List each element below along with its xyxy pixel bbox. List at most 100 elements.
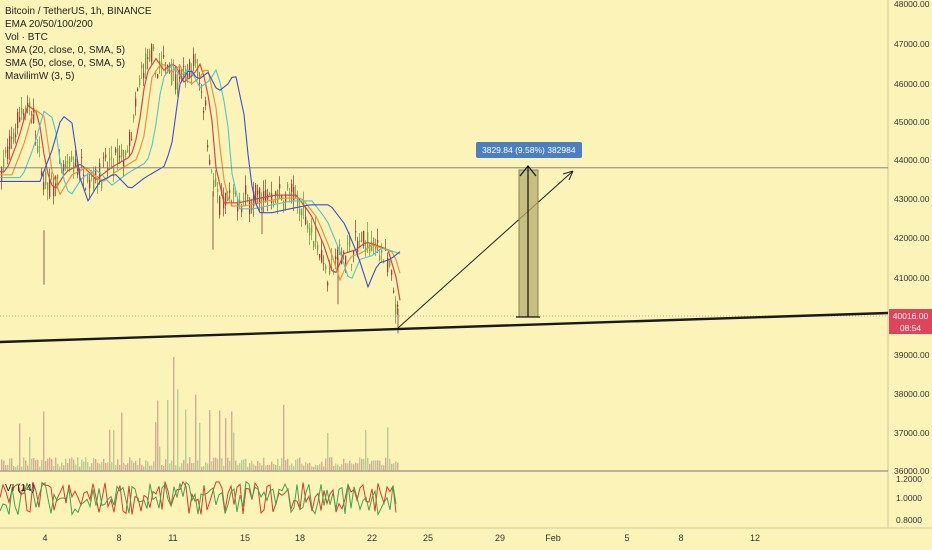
candle-body bbox=[253, 191, 255, 206]
candle-body bbox=[273, 200, 275, 202]
candle-body bbox=[65, 161, 67, 169]
candle-body bbox=[289, 192, 291, 197]
candle-body bbox=[171, 68, 173, 86]
candle-body bbox=[261, 197, 263, 202]
volume-bar bbox=[247, 466, 249, 471]
candle-body bbox=[363, 230, 365, 247]
volume-bar bbox=[371, 460, 373, 471]
ema-100-line bbox=[0, 63, 401, 279]
candle-body bbox=[201, 91, 203, 93]
volume-bar bbox=[163, 466, 165, 471]
candle-body bbox=[137, 88, 139, 92]
candle-body bbox=[153, 47, 155, 49]
candle-body bbox=[57, 174, 59, 179]
candle-body bbox=[43, 182, 45, 190]
candle-body bbox=[185, 69, 187, 78]
candle-body bbox=[15, 134, 17, 138]
candle-body bbox=[191, 70, 193, 76]
candle-body bbox=[139, 78, 141, 86]
symbol-title[interactable]: Bitcoin / TetherUS, 1h, BINANCE bbox=[5, 6, 152, 17]
volume-bar bbox=[267, 464, 269, 471]
candle-body bbox=[149, 50, 151, 61]
volume-bar bbox=[211, 461, 213, 471]
price-axis-label: 45000.00 bbox=[894, 117, 930, 127]
volume-bar bbox=[393, 463, 395, 471]
volume-bar bbox=[207, 463, 209, 471]
candle-body bbox=[93, 178, 95, 190]
volume-bar bbox=[311, 466, 313, 471]
volume-bar bbox=[243, 459, 245, 471]
candle-body bbox=[5, 149, 7, 154]
candle-body bbox=[189, 61, 191, 77]
volume-bar bbox=[341, 464, 343, 471]
candle-body bbox=[331, 259, 333, 261]
candle-body bbox=[69, 157, 71, 167]
legend-sma-20[interactable]: SMA (20, close, 0, SMA, 5) bbox=[5, 45, 126, 56]
volume-bar bbox=[139, 457, 141, 471]
volume-bar bbox=[345, 463, 347, 471]
volume-bar bbox=[161, 464, 163, 471]
volume-bar bbox=[165, 459, 167, 471]
volume-bar bbox=[297, 458, 299, 471]
volume-bar bbox=[271, 461, 273, 471]
candle-body bbox=[199, 82, 201, 85]
volume-bar bbox=[145, 460, 147, 471]
volume-bar bbox=[79, 466, 81, 471]
candle-body bbox=[207, 145, 209, 148]
volume-bar bbox=[363, 458, 365, 471]
measure-tool-label[interactable]: 3829.84 (9.58%) 382984 bbox=[476, 142, 582, 158]
candle-body bbox=[103, 157, 105, 159]
volume-bar bbox=[109, 429, 111, 471]
candle-body bbox=[383, 261, 385, 263]
volume-bar bbox=[337, 464, 339, 471]
volume-bar bbox=[203, 466, 205, 471]
candle-body bbox=[305, 216, 307, 225]
volume-bar bbox=[261, 465, 263, 471]
candle-body bbox=[353, 250, 355, 255]
volume-bar bbox=[95, 458, 97, 471]
volume-bar bbox=[391, 463, 393, 471]
volume-bar bbox=[317, 465, 319, 471]
legend-sma-50[interactable]: SMA (50, close, 0, SMA, 5) bbox=[5, 58, 126, 69]
legend-ema[interactable]: EMA 20/50/100/200 bbox=[5, 19, 93, 30]
legend-mavilimw[interactable]: MavilimW (3, 5) bbox=[5, 71, 75, 82]
candle-body bbox=[209, 159, 211, 165]
volume-bar bbox=[205, 462, 207, 471]
volume-bar bbox=[209, 410, 211, 471]
vi-axis-label: 0.8000 bbox=[896, 515, 922, 525]
volume-bar bbox=[171, 460, 173, 471]
price-axis-label: 43000.00 bbox=[894, 194, 930, 204]
volume-bar bbox=[251, 460, 253, 471]
volume-bar bbox=[125, 464, 127, 471]
candle-body bbox=[53, 186, 55, 197]
candle-body bbox=[101, 180, 103, 189]
candle-body bbox=[349, 236, 351, 248]
candle-body bbox=[23, 113, 25, 116]
volume-bar bbox=[331, 457, 333, 471]
price-axis-label: 46000.00 bbox=[894, 79, 930, 89]
volume-bar bbox=[149, 465, 151, 471]
candle-body bbox=[241, 207, 243, 213]
vi-indicator-label[interactable]: VI (14) bbox=[5, 483, 36, 494]
volume-bar bbox=[83, 461, 85, 471]
candle-body bbox=[371, 241, 373, 252]
candle-body bbox=[87, 175, 89, 182]
volume-bar bbox=[215, 457, 217, 471]
legend-vol[interactable]: Vol · BTC bbox=[5, 32, 48, 43]
candle-body bbox=[311, 225, 313, 233]
volume-bar bbox=[313, 466, 315, 471]
volume-bar bbox=[221, 458, 223, 471]
candle-body bbox=[123, 160, 125, 168]
candle-body bbox=[259, 188, 261, 204]
measure-arrowhead bbox=[519, 165, 537, 177]
volume-bar bbox=[19, 423, 21, 471]
volume-bar bbox=[65, 458, 67, 471]
volume-bar bbox=[77, 457, 79, 471]
candle-body bbox=[13, 132, 15, 143]
candle-body bbox=[337, 249, 339, 261]
candle-body bbox=[243, 197, 245, 199]
volume-bar bbox=[71, 457, 73, 471]
price-axis-label: 42000.00 bbox=[894, 233, 930, 243]
